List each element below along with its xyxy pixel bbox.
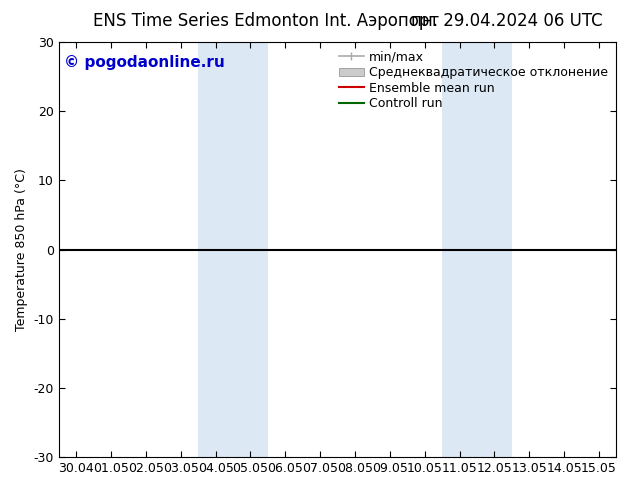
Bar: [442, 42, 477, 457]
Text: © pogodaonline.ru: © pogodaonline.ru: [65, 54, 225, 70]
Bar: [198, 42, 233, 457]
Bar: [477, 42, 512, 457]
Y-axis label: Temperature 850 hPa (°C): Temperature 850 hPa (°C): [15, 168, 28, 331]
Text: ENS Time Series Edmonton Int. Аэропорт: ENS Time Series Edmonton Int. Аэропорт: [93, 12, 439, 30]
Bar: [233, 42, 268, 457]
Text: пн. 29.04.2024 06 UTC: пн. 29.04.2024 06 UTC: [411, 12, 603, 30]
Legend: min/max, Среднеквадратическое отклонение, Ensemble mean run, Controll run: min/max, Среднеквадратическое отклонение…: [333, 46, 612, 115]
